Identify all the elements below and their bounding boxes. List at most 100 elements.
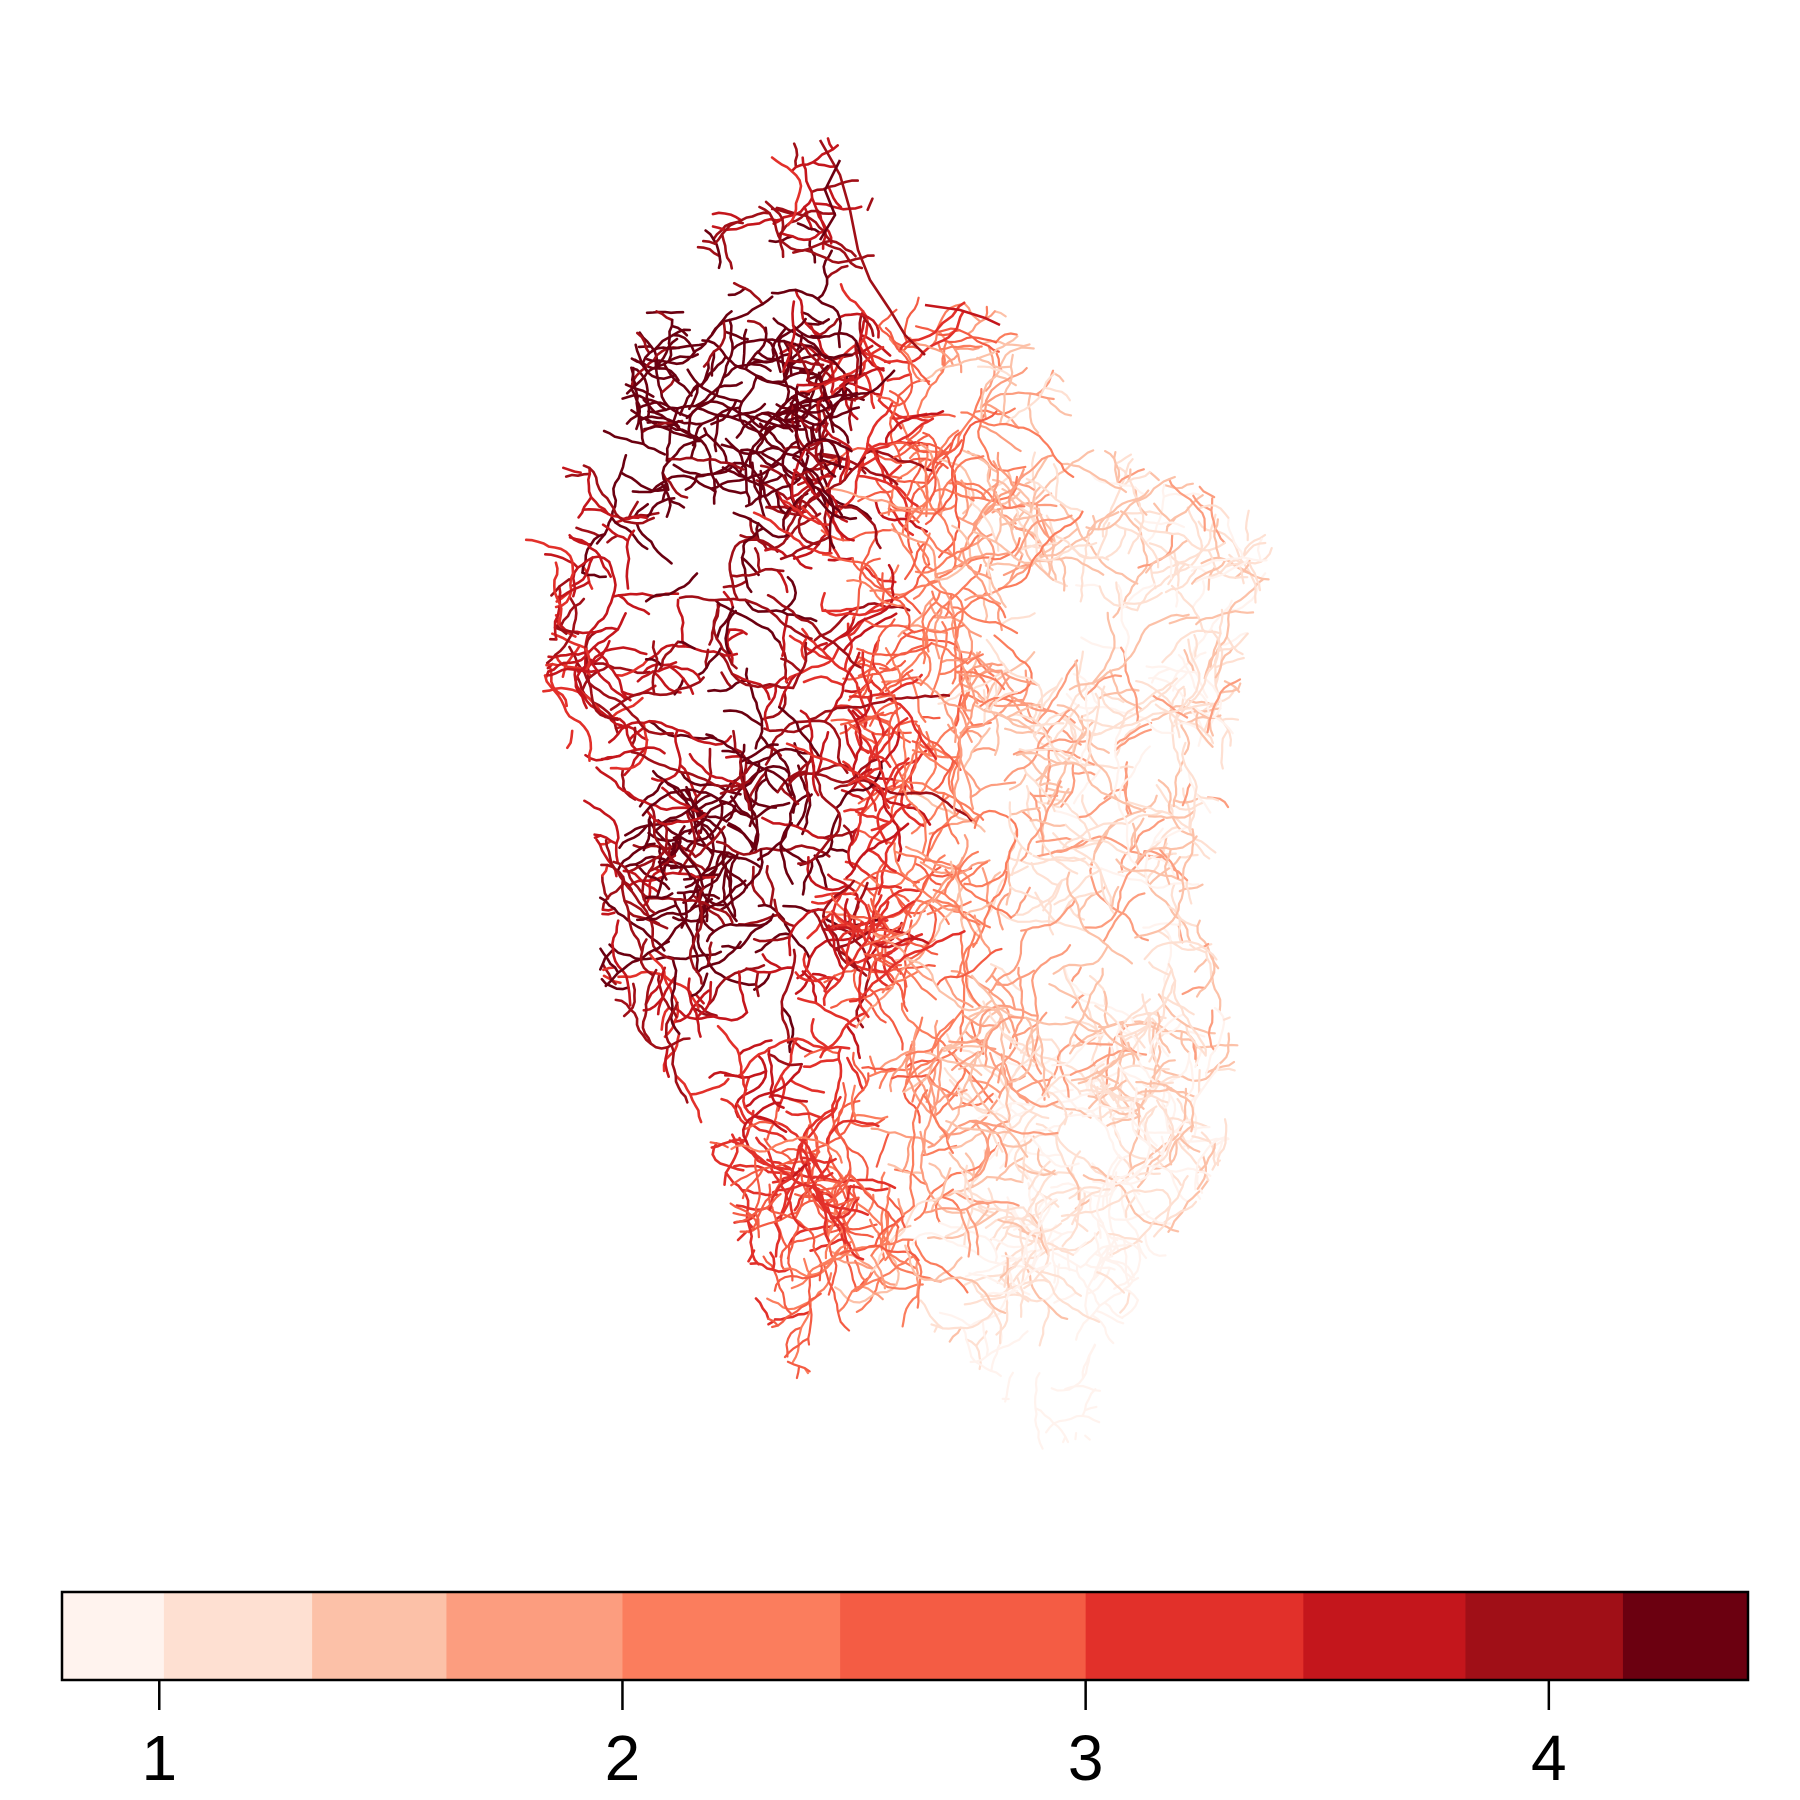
river-segment [1165,1117,1208,1128]
river-segment [811,160,838,168]
river-segment [902,935,914,1012]
river-segment [720,232,734,270]
river-segment [842,824,854,843]
river-segment [792,142,799,169]
river-segment [745,966,795,974]
river-segment [873,618,896,656]
river-segment [1122,1237,1131,1287]
river-segment [1069,1020,1127,1055]
river-segment [745,462,780,482]
river-segment [1029,1198,1058,1271]
river-segment [769,1164,806,1229]
river-segment [593,833,618,845]
color-legend-segments [62,1592,1749,1680]
river-segment [1214,645,1235,679]
river-segment [854,340,860,384]
river-segment [944,1220,965,1238]
river-segment [790,445,807,510]
river-segment [600,746,666,761]
river-segment [1028,1159,1053,1190]
river-segment [969,1050,1029,1158]
river-segment [1148,676,1204,747]
river-segment [848,673,923,699]
river-segment [711,1153,745,1172]
river-segment [1035,1186,1082,1206]
river-segment [1191,558,1227,585]
river-segment [1145,842,1168,881]
river-segment [904,1049,933,1115]
river-segment [696,940,742,974]
river-segment [770,156,803,227]
river-segment [863,951,884,957]
river-segment [1026,1222,1062,1236]
river-segment [1055,1111,1082,1248]
river-segment [1168,553,1173,580]
river-segment [994,1213,1015,1253]
river-segment [974,1121,990,1157]
river-segment [860,656,874,699]
river-segment [789,1078,826,1094]
river-segment [737,970,749,1014]
river-segment [685,785,709,816]
river-segment [1149,825,1180,850]
river-segment [888,564,900,583]
river-segment [1009,713,1064,765]
river-segment [1128,817,1145,852]
river-segment [1097,489,1150,531]
river-segment [940,1195,961,1212]
river-segment [621,875,644,953]
river-segment [785,742,890,809]
river-segment [633,503,649,518]
river-segment [782,492,809,533]
river-segment [724,461,766,492]
river-segment [1117,584,1130,662]
river-segment [1085,1266,1111,1295]
river-segment [1046,397,1073,417]
river-segment [908,336,955,367]
river-segment [824,1227,846,1260]
river-segment [1060,716,1077,755]
river-segment [619,471,665,492]
river-segment [797,997,858,1029]
river-segment [1176,563,1187,587]
river-segment [776,569,789,594]
river-segment [867,987,904,1051]
river-segment [1153,1189,1172,1238]
river-segment [792,456,836,549]
river-segment [727,822,758,848]
river-segment [931,439,963,469]
river-segment [630,750,751,788]
river-segment [1036,1146,1056,1176]
river-segment [801,1138,822,1172]
river-segment [1050,838,1086,855]
river-segment [1019,1227,1101,1323]
river-segment [844,392,870,402]
river-segment [1065,1165,1080,1201]
river-segment [823,456,867,494]
river-segment [647,381,743,414]
river-segment [676,640,696,650]
river-segment [937,650,973,676]
river-segment [1142,922,1186,929]
river-segment [980,480,1001,499]
river-segment [807,469,822,486]
river-segment [780,657,803,674]
river-segment [566,729,574,750]
river-segment [997,605,1003,632]
river-segment [831,891,843,928]
river-segment [1214,656,1245,669]
river-segment [1079,535,1090,603]
river-segment [659,834,682,865]
river-segment [980,1279,1051,1298]
river-segment [672,801,729,840]
river-segment [796,927,919,980]
river-segment [1081,1388,1097,1417]
river-segment [623,745,648,777]
river-segment [988,690,1018,713]
river-segment [676,598,686,648]
river-segment [817,371,835,413]
river-segment [1093,1232,1102,1258]
river-segment [844,1185,889,1192]
river-segment [976,1202,1025,1212]
river-segment [1029,818,1067,827]
